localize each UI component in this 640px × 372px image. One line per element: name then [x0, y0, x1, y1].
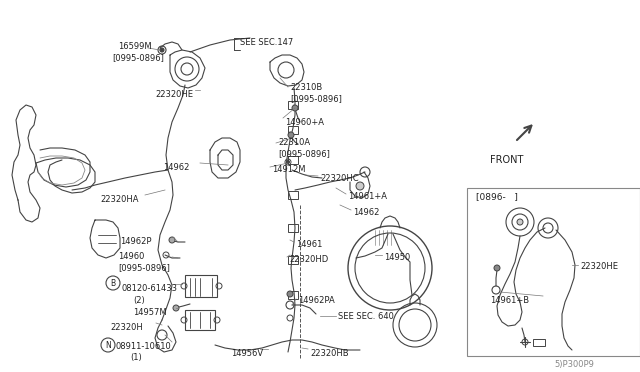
Text: 14961+A: 14961+A	[348, 192, 387, 201]
Text: 22310A: 22310A	[278, 138, 310, 147]
Text: (2): (2)	[133, 296, 145, 305]
Circle shape	[169, 237, 175, 243]
Circle shape	[160, 48, 164, 52]
Text: 08120-61433: 08120-61433	[122, 284, 178, 293]
Bar	[185, 275, 217, 297]
Text: 14962: 14962	[163, 163, 189, 172]
Circle shape	[173, 305, 179, 311]
Text: SEE SEC.147: SEE SEC.147	[240, 38, 293, 47]
Circle shape	[288, 132, 294, 138]
Circle shape	[287, 160, 289, 164]
Bar	[288, 156, 298, 164]
Text: 14912M: 14912M	[272, 165, 305, 174]
Text: [0896-   ]: [0896- ]	[476, 192, 518, 201]
Text: 22320HD: 22320HD	[289, 255, 328, 264]
Bar	[288, 256, 298, 264]
Text: 14957M: 14957M	[133, 308, 166, 317]
Bar	[288, 224, 298, 232]
Text: 22310B: 22310B	[290, 83, 323, 92]
Text: [0995-0896]: [0995-0896]	[118, 263, 170, 272]
Text: 14962PA: 14962PA	[298, 296, 335, 305]
Circle shape	[494, 265, 500, 271]
Bar	[288, 126, 298, 134]
Text: SEE SEC. 640: SEE SEC. 640	[338, 312, 394, 321]
Bar	[288, 101, 298, 109]
Bar	[288, 291, 298, 299]
Text: FRONT: FRONT	[490, 155, 524, 165]
Text: 22320HC: 22320HC	[320, 174, 358, 183]
Text: [0995-0896]: [0995-0896]	[112, 53, 164, 62]
Text: 22320HA: 22320HA	[100, 195, 138, 204]
Circle shape	[292, 105, 298, 111]
Circle shape	[287, 291, 293, 297]
Bar	[185, 310, 215, 330]
Text: 14961: 14961	[296, 240, 323, 249]
Text: 22320HE: 22320HE	[155, 90, 193, 99]
Text: 14960+A: 14960+A	[285, 118, 324, 127]
Text: 14961+B: 14961+B	[490, 296, 529, 305]
Text: [0995-0896]: [0995-0896]	[290, 94, 342, 103]
Text: 22320HB: 22320HB	[310, 349, 349, 358]
Text: 08911-10610: 08911-10610	[115, 342, 171, 351]
Text: 14950: 14950	[384, 253, 410, 262]
Text: 14956V: 14956V	[231, 349, 263, 358]
Text: 14962: 14962	[353, 208, 380, 217]
Text: [0995-0896]: [0995-0896]	[278, 149, 330, 158]
Text: 22320H: 22320H	[110, 323, 143, 332]
Text: 14960: 14960	[118, 252, 145, 261]
Text: B: B	[111, 279, 116, 288]
Text: (1): (1)	[130, 353, 141, 362]
Bar	[467, 188, 640, 356]
Bar	[288, 191, 298, 199]
Circle shape	[356, 182, 364, 190]
Circle shape	[517, 219, 523, 225]
Text: 16599M: 16599M	[118, 42, 152, 51]
Text: 22320HE: 22320HE	[580, 262, 618, 271]
Bar	[533, 339, 545, 346]
Text: 5)P300P9: 5)P300P9	[554, 360, 594, 369]
Text: N: N	[105, 340, 111, 350]
Text: 14962P: 14962P	[120, 237, 152, 246]
